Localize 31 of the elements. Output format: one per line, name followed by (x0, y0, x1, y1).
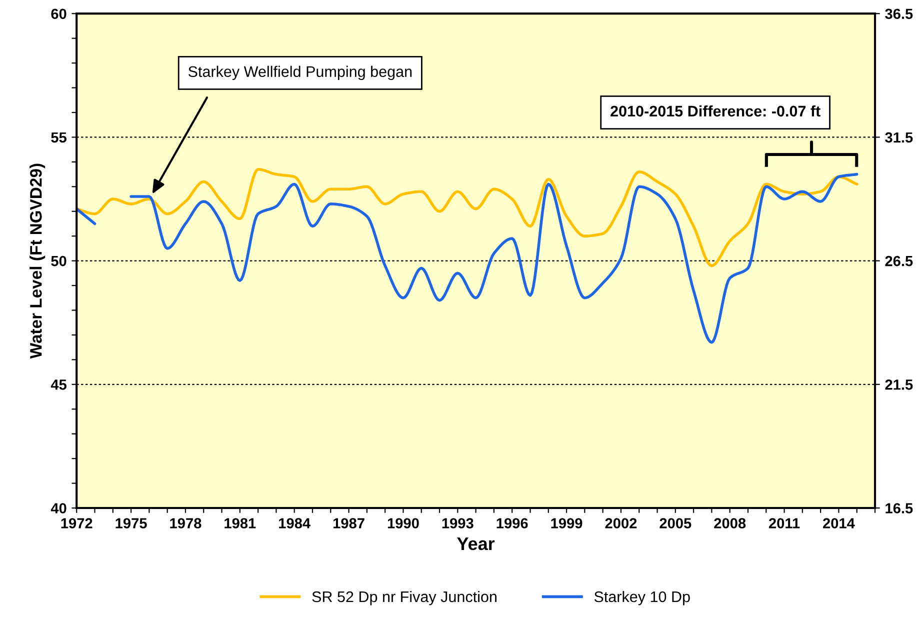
y2-tick-label: 16.5 (886, 503, 913, 514)
x-tick-label: 1975 (116, 518, 147, 528)
x-axis-title: Year (457, 538, 495, 550)
y-tick-label: 40 (50, 503, 66, 514)
legend-label: SR 52 Dp nr Fivay Junction (312, 590, 496, 606)
x-tick-label: 1978 (170, 518, 202, 528)
x-tick-label: 2014 (823, 518, 855, 528)
x-tick-label: 2011 (768, 518, 800, 528)
annotation: 2010-2015 Difference: -0.07 ft (610, 105, 820, 117)
y-tick-label: 45 (50, 380, 66, 390)
y2-tick-label: 36.5 (885, 8, 913, 20)
y-tick-label: 50 (51, 256, 66, 266)
x-tick-label: 1987 (333, 518, 364, 528)
legend-label: Starkey 10 Dp (594, 590, 690, 606)
x-tick-label: 2008 (714, 518, 746, 528)
y2-tick-label: 21.5 (885, 379, 913, 390)
x-tick-label: 1972 (61, 518, 92, 528)
x-tick-label: 1996 (496, 518, 528, 528)
y-tick-label: 60 (51, 8, 66, 20)
x-tick-label: 1984 (279, 518, 310, 528)
x-tick-label: 1993 (442, 518, 474, 528)
y2-tick-label: 26.5 (885, 256, 913, 266)
annotation: Starkey Wellfield Pumping began (188, 66, 412, 80)
y2-tick-label: 31.5 (885, 132, 913, 143)
x-tick-label: 1999 (551, 518, 582, 528)
x-tick-label: 2002 (605, 518, 637, 528)
y-axis-title: Water Level (Ft NGVD29) (30, 164, 46, 359)
y-tick-label: 55 (51, 132, 66, 143)
x-tick-label: 2005 (660, 518, 692, 528)
x-tick-label: 1981 (224, 518, 256, 528)
x-tick-label: 1990 (388, 518, 419, 528)
